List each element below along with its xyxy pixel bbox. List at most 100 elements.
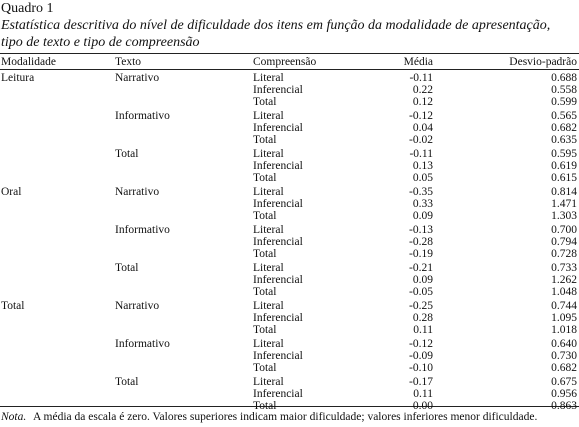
media: 0.28 <box>412 312 433 324</box>
desvio-padrao: 0.733 <box>551 262 577 274</box>
column-header: Compreensão <box>253 56 317 68</box>
desvio-padrao: 0.565 <box>551 110 577 122</box>
compreensao: Inferencial <box>253 160 303 172</box>
media: -0.21 <box>409 262 433 274</box>
desvio-padrao: 0.635 <box>551 134 577 146</box>
media: 0.00 <box>412 400 433 412</box>
desvio-padrao: 1.262 <box>551 274 577 286</box>
media: 0.33 <box>412 198 433 210</box>
texto: Total <box>115 148 139 160</box>
top-rule <box>0 53 579 54</box>
desvio-padrao: 1.095 <box>551 312 577 324</box>
texto: Total <box>115 376 139 388</box>
media: -0.11 <box>409 72 433 84</box>
compreensao: Inferencial <box>253 312 303 324</box>
texto: Informativo <box>115 224 170 236</box>
desvio-padrao: 0.814 <box>551 186 577 198</box>
media: 0.11 <box>413 388 433 400</box>
media: -0.28 <box>409 236 433 248</box>
desvio-padrao: 1.471 <box>551 198 577 210</box>
table-label: Quadro 1 <box>1 1 54 16</box>
compreensao: Inferencial <box>253 274 303 286</box>
caption: tipo de texto e tipo de compreensão <box>1 35 200 50</box>
column-header: Desvio-padrão <box>509 56 577 68</box>
compreensao: Literal <box>253 224 284 236</box>
texto: Total <box>115 262 139 274</box>
desvio-padrao: 0.558 <box>551 84 577 96</box>
caption: Estatística descritiva do nível de dific… <box>1 18 551 33</box>
texto: Narrativo <box>115 300 160 312</box>
compreensao: Total <box>253 362 277 374</box>
media: -0.25 <box>409 300 433 312</box>
compreensao: Literal <box>253 338 284 350</box>
texto: Informativo <box>115 338 170 350</box>
media: 0.13 <box>412 160 433 172</box>
desvio-padrao: 0.700 <box>551 224 577 236</box>
compreensao: Literal <box>253 148 284 160</box>
compreensao: Literal <box>253 110 284 122</box>
compreensao: Literal <box>253 186 284 198</box>
compreensao: Inferencial <box>253 198 303 210</box>
desvio-padrao: 0.599 <box>551 96 577 108</box>
desvio-padrao: 0.675 <box>551 376 577 388</box>
desvio-padrao: 0.794 <box>551 236 577 248</box>
media: 0.09 <box>412 210 433 222</box>
desvio-padrao: 1.018 <box>551 324 577 336</box>
compreensao: Inferencial <box>253 236 303 248</box>
texto: Narrativo <box>115 72 160 84</box>
texto: Informativo <box>115 110 170 122</box>
desvio-padrao: 0.640 <box>551 338 577 350</box>
desvio-padrao: 0.744 <box>551 300 577 312</box>
compreensao: Total <box>253 400 277 412</box>
media: -0.10 <box>409 362 433 374</box>
note-text: A média da escala é zero. Valores superi… <box>33 411 538 423</box>
header-rule <box>0 69 579 70</box>
desvio-padrao: 0.956 <box>551 388 577 400</box>
desvio-padrao: 0.863 <box>551 400 577 412</box>
media: -0.35 <box>409 186 433 198</box>
desvio-padrao: 0.688 <box>551 72 577 84</box>
desvio-padrao: 0.595 <box>551 148 577 160</box>
media: -0.02 <box>409 134 433 146</box>
compreensao: Inferencial <box>253 388 303 400</box>
desvio-padrao: 0.682 <box>551 122 577 134</box>
bottom-rule <box>0 406 579 407</box>
column-header: Modalidade <box>1 56 56 68</box>
desvio-padrao: 0.619 <box>551 160 577 172</box>
compreensao: Literal <box>253 72 284 84</box>
compreensao: Total <box>253 286 277 298</box>
note-label: Nota. <box>1 411 27 423</box>
media: 0.11 <box>413 324 433 336</box>
media: 0.05 <box>412 172 433 184</box>
compreensao: Inferencial <box>253 122 303 134</box>
desvio-padrao: 0.730 <box>551 350 577 362</box>
desvio-padrao: 0.682 <box>551 362 577 374</box>
compreensao: Literal <box>253 262 284 274</box>
compreensao: Inferencial <box>253 350 303 362</box>
media: 0.09 <box>412 274 433 286</box>
media: -0.05 <box>409 286 433 298</box>
modalidade: Leitura <box>1 72 35 84</box>
compreensao: Total <box>253 248 277 260</box>
compreensao: Total <box>253 172 277 184</box>
media: -0.19 <box>409 248 433 260</box>
media: 0.04 <box>412 122 433 134</box>
media: -0.17 <box>409 376 433 388</box>
media: -0.12 <box>409 110 433 122</box>
column-header: Texto <box>115 56 142 68</box>
texto: Narrativo <box>115 186 160 198</box>
column-header: Média <box>403 56 433 68</box>
modalidade: Total <box>1 300 25 312</box>
media: -0.11 <box>409 148 433 160</box>
media: 0.12 <box>412 96 433 108</box>
compreensao: Inferencial <box>253 84 303 96</box>
media: -0.13 <box>409 224 433 236</box>
compreensao: Literal <box>253 376 284 388</box>
desvio-padrao: 0.615 <box>551 172 577 184</box>
compreensao: Total <box>253 134 277 146</box>
compreensao: Total <box>253 96 277 108</box>
desvio-padrao: 1.048 <box>551 286 577 298</box>
desvio-padrao: 1.303 <box>551 210 577 222</box>
media: 0.22 <box>412 84 433 96</box>
